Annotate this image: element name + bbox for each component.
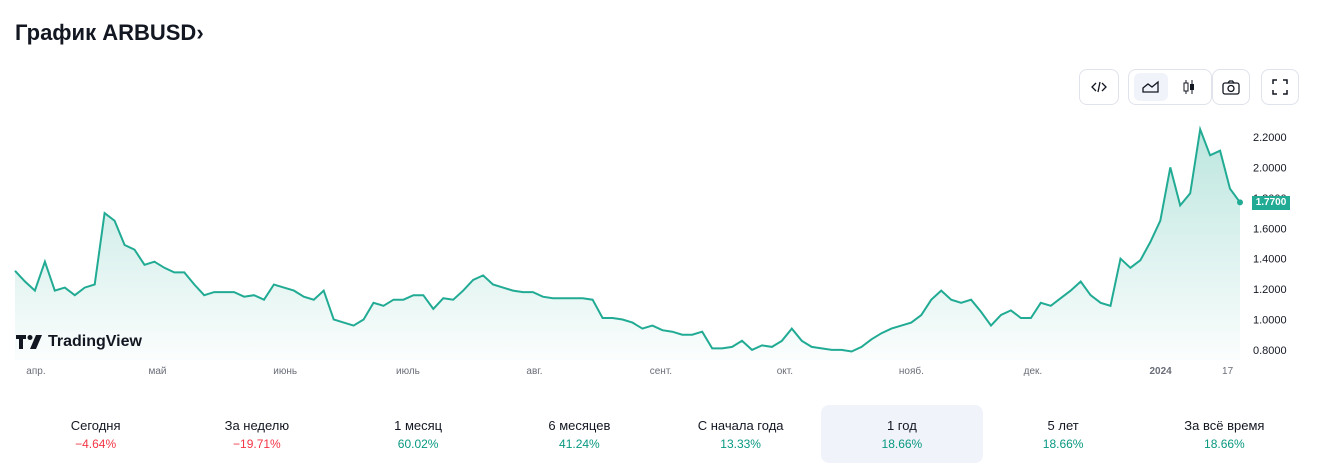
screenshot-button[interactable] bbox=[1212, 69, 1250, 105]
chart-title: График ARBUSD bbox=[15, 20, 197, 45]
period-change: 13.33% bbox=[720, 436, 761, 451]
period-change: 18.66% bbox=[1042, 436, 1084, 451]
period-change: 18.66% bbox=[1204, 436, 1245, 451]
x-tick-label: 2024 bbox=[1150, 366, 1173, 377]
chevron-right-icon: › bbox=[196, 20, 204, 45]
x-tick-label: апр. bbox=[26, 366, 45, 377]
candles-icon bbox=[1183, 80, 1194, 94]
period-change: 60.02% bbox=[397, 436, 439, 451]
period-change: 41.24% bbox=[559, 436, 600, 451]
last-price-dot bbox=[1237, 199, 1243, 206]
period-tab[interactable]: Сегодня −4.64% bbox=[15, 405, 176, 463]
tradingview-logo-icon bbox=[16, 335, 42, 349]
period-tab[interactable]: 5 лет 18.66% bbox=[983, 405, 1144, 463]
x-tick-label: сент. bbox=[650, 366, 672, 377]
price-chart[interactable]: 2.20002.00001.80001.60001.40001.20001.00… bbox=[0, 110, 1317, 385]
period-tab[interactable]: С начала года 13.33% bbox=[660, 405, 821, 463]
period-tab[interactable]: 1 год 18.66% bbox=[821, 405, 983, 463]
period-label: За неделю bbox=[224, 417, 290, 433]
tradingview-logo-text: TradingView bbox=[48, 333, 142, 350]
x-tick-label: авг. bbox=[526, 366, 542, 377]
period-selector: Сегодня −4.64% За неделю −19.71% 1 месяц 60.0… bbox=[15, 405, 1305, 463]
y-tick-label: 1.4000 bbox=[1253, 254, 1287, 266]
y-tick-label: 1.6000 bbox=[1253, 223, 1287, 235]
price-area-fill bbox=[15, 129, 1240, 360]
x-tick-label: июнь bbox=[273, 366, 297, 377]
period-tab[interactable]: За всё время 18.66% bbox=[1144, 405, 1305, 463]
period-label: За всё время bbox=[1184, 417, 1265, 433]
camera-icon bbox=[1222, 80, 1240, 95]
chart-type-group bbox=[1128, 69, 1212, 105]
y-tick-label: 1.0000 bbox=[1253, 315, 1287, 327]
x-tick-label: дек. bbox=[1024, 366, 1043, 377]
period-change: −19.71% bbox=[233, 436, 281, 451]
period-label: 1 месяц bbox=[394, 417, 443, 433]
area-chart-button[interactable] bbox=[1134, 73, 1168, 101]
price-line bbox=[14, 125, 1241, 353]
embed-button[interactable] bbox=[1079, 69, 1119, 105]
x-tick-label: 17 bbox=[1222, 366, 1234, 377]
last-price-label: 1.7700 bbox=[1252, 196, 1290, 210]
period-label: С начала года bbox=[697, 417, 784, 433]
period-label: Сегодня bbox=[70, 417, 121, 433]
y-tick-label: 2.0000 bbox=[1253, 162, 1287, 174]
candles-chart-button[interactable] bbox=[1172, 73, 1206, 101]
embed-icon bbox=[1091, 81, 1107, 93]
x-tick-label: окт. bbox=[777, 366, 793, 377]
y-tick-label: 1.2000 bbox=[1253, 284, 1287, 296]
fullscreen-icon bbox=[1272, 79, 1288, 95]
period-tab[interactable]: 1 месяц 60.02% bbox=[338, 405, 499, 463]
x-tick-label: май bbox=[148, 366, 166, 377]
period-change: 18.66% bbox=[881, 436, 923, 451]
fullscreen-button[interactable] bbox=[1261, 69, 1299, 105]
chart-title-link[interactable]: График ARBUSD› bbox=[15, 20, 204, 46]
period-tab[interactable]: За неделю −19.71% bbox=[176, 405, 337, 463]
period-change: −4.64% bbox=[75, 436, 117, 451]
y-tick-label: 0.8000 bbox=[1253, 345, 1287, 357]
period-label: 1 год bbox=[886, 417, 917, 433]
period-label: 6 месяцев bbox=[548, 417, 611, 433]
period-label: 5 лет bbox=[1047, 417, 1079, 433]
period-tab[interactable]: 6 месяцев 41.24% bbox=[499, 405, 660, 463]
tradingview-logo[interactable]: TradingView bbox=[16, 333, 142, 351]
y-tick-label: 2.2000 bbox=[1253, 132, 1287, 144]
x-tick-label: нояб. bbox=[899, 365, 924, 377]
x-tick-label: июль bbox=[396, 366, 420, 377]
area-chart-icon bbox=[1142, 80, 1159, 93]
